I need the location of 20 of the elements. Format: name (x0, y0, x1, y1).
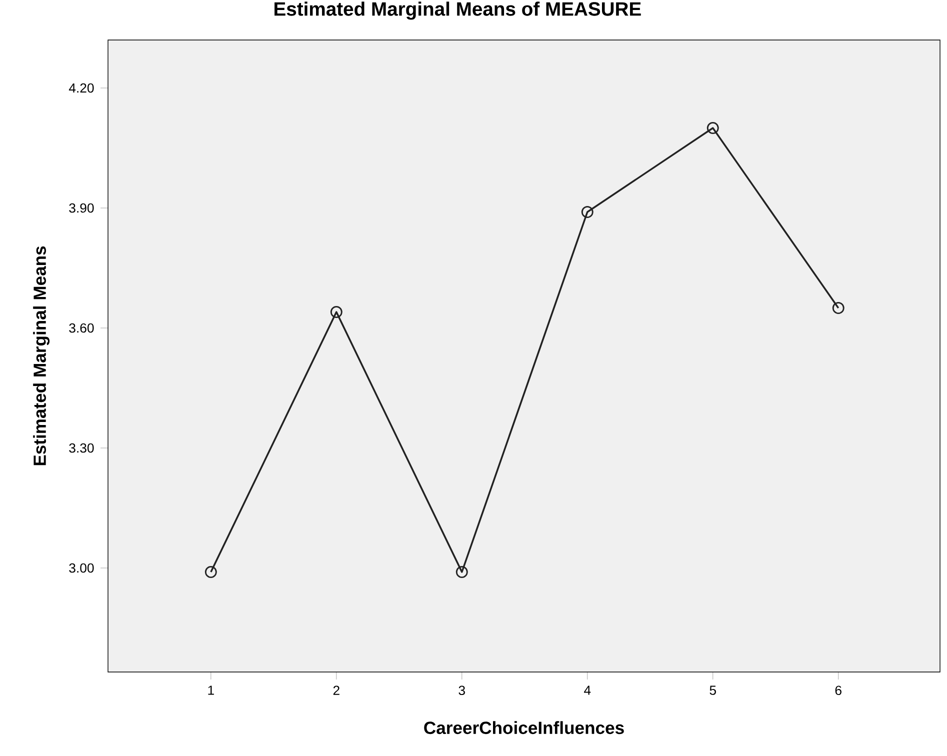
y-axis-title: Estimated Marginal Means (33, 246, 50, 466)
point (456, 566, 468, 578)
x-tick-label: 3 (458, 686, 465, 696)
x-tick-label: 1 (208, 686, 214, 695)
point (204, 566, 217, 578)
point (330, 306, 342, 318)
y-tick-label: 3.00 (69, 563, 94, 573)
y-tick-label: 3.60 (69, 323, 94, 333)
x-tick-label: 4 (584, 686, 591, 695)
point (706, 122, 719, 134)
point (832, 302, 844, 314)
x-axis-title: CareerChoiceInfluences (424, 721, 624, 734)
x-tick-label: 6 (835, 686, 842, 696)
y-tick-label: 4.20 (68, 83, 94, 93)
x-tick-label: 5 (710, 686, 716, 695)
y-tick-label: 3.30 (69, 443, 94, 453)
y-tick-label: 3.90 (69, 203, 94, 213)
point (581, 206, 594, 218)
x-tick-label: 2 (333, 686, 340, 695)
chart-title: Estimated Marginal Means of MEASURE (274, 2, 641, 20)
